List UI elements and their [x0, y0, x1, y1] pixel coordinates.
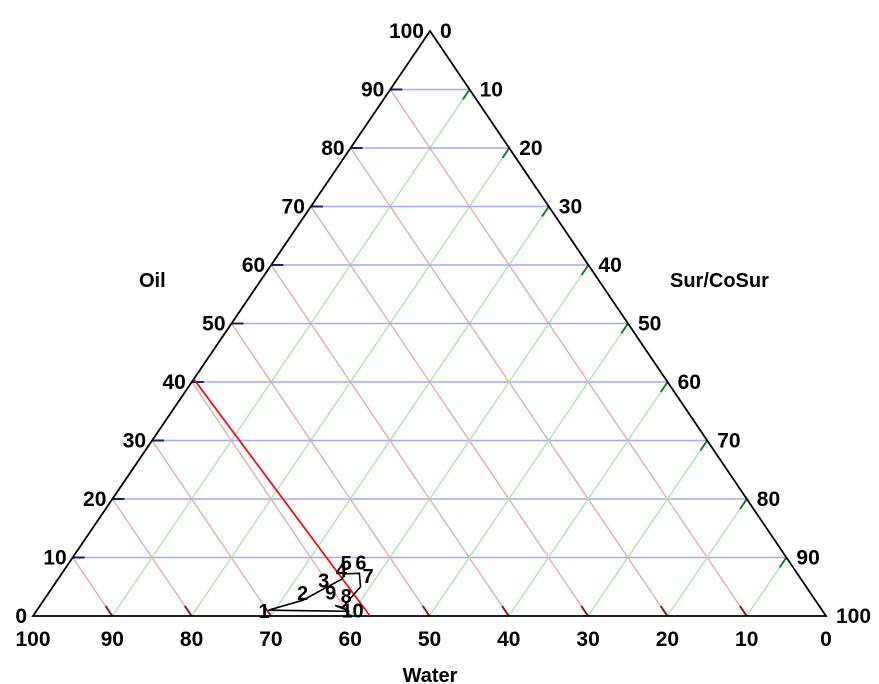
grid-line-sur-30 — [270, 206, 550, 617]
dilution-line — [193, 378, 371, 617]
tick-sur-90 — [778, 556, 788, 568]
grid-lines — [72, 88, 787, 617]
triangle-boundary — [31, 29, 828, 617]
tick-label-water-70: 70 — [259, 628, 282, 651]
tick-label-oil-80: 80 — [321, 137, 344, 160]
tick-label-water-30: 30 — [576, 628, 599, 651]
tick-label-oil-30: 30 — [123, 430, 146, 453]
tick-label-sur-80: 80 — [757, 488, 780, 511]
tick-label-oil-70: 70 — [282, 196, 305, 219]
grid-line-water-30 — [310, 206, 589, 617]
tick-water-50 — [421, 605, 431, 617]
tick-sur-80 — [739, 498, 748, 510]
region-outline — [268, 572, 362, 613]
tick-label-sur-20: 20 — [519, 137, 542, 160]
tick-sur-60 — [660, 381, 669, 393]
tick-label-water-80: 80 — [180, 628, 203, 651]
point-label-1: 1 — [259, 601, 270, 623]
grid-line-sur-80 — [666, 498, 748, 617]
tick-label-sur-0: 0 — [440, 20, 452, 43]
point-label-3: 3 — [318, 571, 329, 593]
tick-sur-70 — [699, 439, 709, 451]
axis-label-sur-cosur: Sur/CoSur — [670, 270, 769, 292]
tick-label-oil-50: 50 — [202, 313, 225, 336]
point-label-4: 4 — [336, 560, 348, 582]
tick-label-sur-40: 40 — [598, 254, 621, 277]
tick-label-water-40: 40 — [497, 628, 520, 651]
grid-line-sur-10 — [111, 89, 471, 617]
tick-sur-40 — [580, 264, 590, 276]
point-label-2: 2 — [297, 583, 308, 605]
tick-labels: 0 0 0 10 10 10 20 20 20 30 30 30 40 40 40 50 50 50 60 60 60 7… — [15, 20, 871, 651]
tick-water-80 — [184, 605, 193, 617]
tick-label-water-100: 100 — [15, 628, 50, 651]
point-label-5: 5 — [341, 553, 352, 575]
tick-sur-50 — [620, 322, 629, 334]
tick-label-water-10: 10 — [735, 628, 758, 651]
tick-sur-20 — [501, 147, 511, 159]
tick-water-10 — [739, 605, 748, 617]
tick-water-40 — [501, 605, 510, 617]
tick-label-water-50: 50 — [418, 628, 441, 651]
tick-label-oil-10: 10 — [43, 547, 66, 570]
tick-label-sur-100: 100 — [836, 605, 871, 628]
axis-label-oil: Oil — [139, 270, 166, 292]
tick-label-water-90: 90 — [101, 628, 124, 651]
point-label-10: 10 — [341, 600, 363, 622]
tick-sur-30 — [541, 205, 550, 217]
tick-label-oil-20: 20 — [83, 488, 106, 511]
grid-line-water-70 — [151, 440, 272, 617]
tick-label-sur-60: 60 — [678, 371, 701, 394]
point-label-7: 7 — [363, 566, 374, 588]
tick-label-oil-40: 40 — [162, 371, 185, 394]
grid-line-sur-50 — [428, 323, 629, 617]
axis-label-water: Water — [403, 665, 458, 684]
tick-label-sur-30: 30 — [559, 196, 582, 219]
tick-label-water-0: 0 — [820, 628, 832, 651]
tick-label-oil-60: 60 — [242, 254, 265, 277]
grid-line-water-80 — [111, 498, 193, 617]
tick-water-30 — [580, 605, 589, 617]
triangle-outline — [31, 29, 828, 617]
tick-sur-10 — [462, 88, 471, 100]
grid-line-water-50 — [230, 323, 431, 617]
point-label-9: 9 — [325, 582, 336, 604]
point-label-8: 8 — [341, 586, 352, 608]
tick-label-oil-100: 100 — [389, 20, 424, 43]
grid-line-water-60 — [191, 381, 351, 617]
grid-line-sur-60 — [508, 381, 669, 617]
grid-line-water-10 — [389, 89, 748, 617]
tick-label-oil-0: 0 — [15, 605, 27, 628]
tick-marks — [72, 88, 788, 617]
point-label-6: 6 — [355, 552, 366, 574]
tick-label-sur-90: 90 — [796, 547, 819, 570]
tick-label-water-60: 60 — [339, 628, 362, 651]
tick-label-water-20: 20 — [656, 628, 679, 651]
grid-line-sur-70 — [587, 440, 708, 617]
tick-label-oil-90: 90 — [361, 79, 384, 102]
tick-water-70 — [263, 605, 272, 617]
tick-water-20 — [659, 605, 669, 617]
tick-water-90 — [104, 605, 114, 617]
tick-label-sur-70: 70 — [717, 430, 740, 453]
tick-label-sur-10: 10 — [480, 79, 503, 102]
tick-label-sur-50: 50 — [638, 313, 661, 336]
